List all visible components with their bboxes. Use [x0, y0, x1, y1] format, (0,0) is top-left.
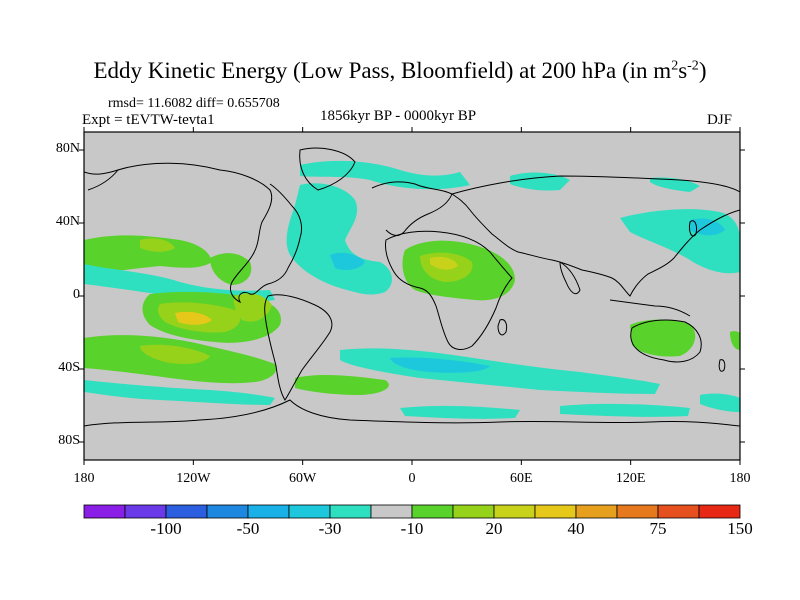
map-title: Eddy Kinetic Energy (Low Pass, Bloomfiel… [93, 58, 707, 83]
x-tick-label: 120W [176, 471, 211, 486]
colorbar-swatch [411, 504, 454, 519]
coastlines [84, 147, 740, 427]
period-label: 1856kyr BP - 0000kyr BP [320, 108, 477, 124]
y-tick-label: 40N [55, 214, 80, 229]
colorbar-swatch [329, 504, 372, 519]
field-contour-e-pacific-cyan [84, 264, 275, 303]
field-contour-arctic-east [510, 172, 570, 191]
field-contour-southern-cyan [400, 405, 520, 419]
x-tick-label: 60E [510, 471, 533, 486]
colorbar-swatch [698, 504, 741, 519]
colorbar-swatch [165, 504, 208, 519]
colorbar-swatch [575, 504, 618, 519]
coast-africa [385, 230, 513, 350]
coast-japan [689, 220, 697, 237]
coast-indonesia [609, 299, 691, 317]
coast-madagascar [497, 319, 508, 336]
coast-australia [630, 319, 702, 363]
y-tick-label: 80N [55, 141, 80, 156]
field-contour-n-pacific-green [84, 235, 212, 274]
x-tick-label: 120E [615, 471, 646, 486]
colorbar-swatch [452, 504, 495, 519]
colorbar-swatch [247, 504, 290, 519]
y-tick-label: 40S [58, 360, 80, 375]
field-contour-africa-orange [430, 256, 458, 270]
field-contour-east-indian-cyan [560, 403, 690, 417]
field-contour-n-atlantic-cyan [286, 183, 392, 295]
stats-line: rmsd= 11.6082 diff= 0.655708 [108, 96, 280, 111]
coast-india [559, 261, 581, 295]
field-contour-w-pacific-green [730, 331, 740, 350]
x-tick-label: 0 [408, 471, 416, 486]
colorbar-swatch [534, 504, 577, 519]
field-contour-australia-green [630, 319, 696, 357]
colorbar-swatch [288, 504, 331, 519]
field-contour-s-indian-blue [390, 357, 490, 373]
coast-greenland [299, 147, 356, 191]
field-contour-s-pacific-east-cyan [700, 393, 740, 412]
colorbar-label: -100 [150, 519, 182, 538]
coast-south-america [264, 294, 333, 401]
colorbar-label: 75 [649, 519, 667, 538]
colorbar-swatch [206, 504, 249, 519]
coast-new-zealand [718, 359, 726, 372]
coast-north-america [117, 162, 303, 304]
coast-antarctica [84, 399, 740, 427]
field-contour-arctic-far-east [650, 177, 700, 192]
colorbar-label: 20 [485, 519, 503, 538]
field-contour-s-pacific-orange [175, 311, 212, 325]
field-contour-s-pacific-south-cyan [84, 380, 275, 405]
field-contour-s-america-green [233, 293, 272, 322]
field-contour-arctic-cyan [300, 160, 470, 190]
colorbar-label: -10 [400, 519, 424, 538]
colorbar-label: -30 [318, 519, 342, 538]
coast-alaska [84, 169, 120, 191]
field-contour-n-atlantic-blue [330, 252, 365, 270]
colorbar-swatch [616, 504, 659, 519]
field-contour-s-pacific-lower-yellow [140, 344, 210, 364]
map-panel [84, 132, 740, 460]
experiment-label: Expt = tEVTW-tevta1 [82, 112, 215, 128]
season-label: DJF [707, 112, 733, 128]
coast-asia [451, 175, 740, 297]
field-contour-s-atlantic-green [295, 374, 389, 395]
x-tick-label: 180 [729, 471, 751, 486]
colorbar [83, 504, 741, 519]
axis-ticks [79, 127, 745, 465]
colorbar-swatch [493, 504, 536, 519]
y-tick-label: 0 [73, 287, 80, 302]
colorbar-swatch [83, 504, 126, 519]
colorbar-label: -50 [236, 519, 260, 538]
colorbar-label: 40 [567, 519, 585, 538]
colorbar-label: 150 [727, 519, 753, 538]
field-contour-n-america-green [210, 253, 252, 285]
y-tick-label: 80S [58, 433, 80, 448]
x-tick-label: 60W [289, 471, 317, 486]
colorbar-swatch [370, 504, 413, 519]
field-contour-n-pacific-yellow [140, 238, 175, 252]
x-tick-label: 180 [73, 471, 95, 486]
colorbar-swatch [657, 504, 700, 519]
colorbar-swatch [124, 504, 167, 519]
